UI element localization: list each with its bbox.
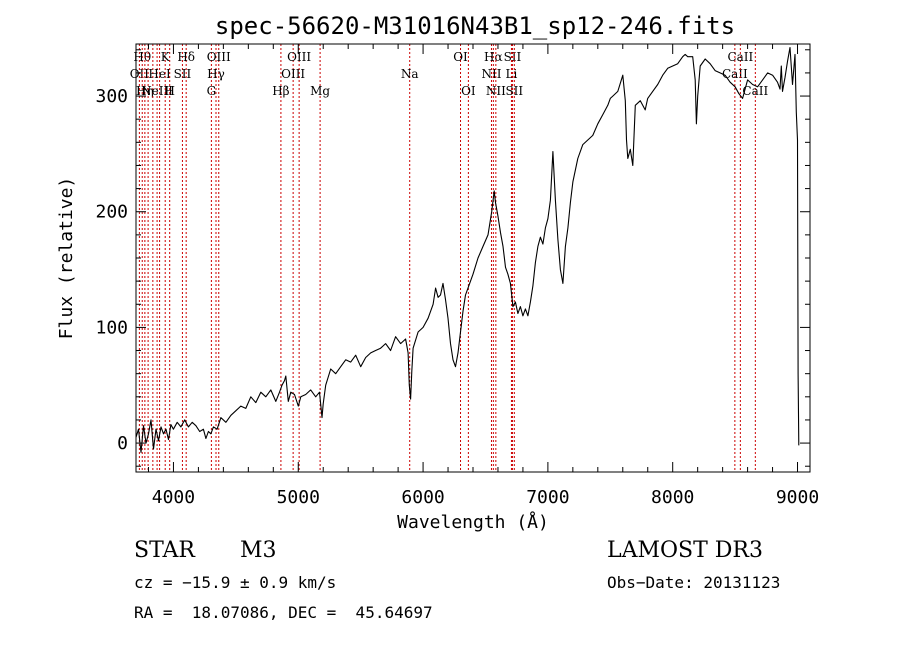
line-marker-label: SII	[174, 67, 192, 81]
spectrum-line	[135, 46, 800, 453]
y-axis-label: Flux (relative)	[56, 177, 77, 340]
x-tick-label: 9000	[776, 487, 819, 508]
x-tick-label: 8000	[651, 487, 694, 508]
line-marker-label: CaII	[742, 84, 768, 98]
y-tick-label: 300	[95, 86, 128, 107]
line-marker-label: OI	[461, 84, 476, 98]
line-marker-label: CaII	[727, 50, 753, 64]
line-marker-label: Hδ	[177, 50, 195, 64]
survey-label: LAMOST DR3	[607, 538, 763, 563]
y-tick-label: 200	[95, 202, 128, 223]
line-marker-label: NII	[481, 67, 501, 81]
x-tick-label: 7000	[526, 487, 569, 508]
line-marker-label: Hη	[136, 84, 154, 98]
object-class: STAR	[134, 538, 195, 563]
line-marker-label: OI	[453, 50, 468, 64]
line-marker-label: K	[161, 50, 171, 64]
line-marker-label: NeIII	[141, 84, 173, 98]
line-marker-label: G	[207, 84, 217, 98]
line-marker-label: Hα	[484, 50, 503, 64]
line-marker-label: OIII	[207, 50, 231, 64]
x-axis-label: Wavelength (Å)	[397, 511, 549, 533]
line-marker-label: OIII	[281, 67, 305, 81]
line-marker-label: Hγ	[207, 67, 225, 81]
object-subclass: M3	[240, 538, 277, 563]
x-tick-label: 5000	[277, 487, 320, 508]
line-marker-label: H	[164, 84, 174, 98]
line-marker-label: SII	[504, 50, 522, 64]
plot-frame	[135, 43, 811, 473]
observation-date: Obs−Date: 20131123	[607, 573, 781, 592]
y-tick-label: 0	[117, 433, 128, 454]
x-tick-label: 4000	[152, 487, 195, 508]
coordinates: RA = 18.07086, DEC = 45.64697	[134, 603, 433, 622]
line-marker-label: OIII	[287, 50, 311, 64]
line-marker-label: Na	[401, 67, 419, 81]
line-marker-label: Li	[506, 67, 518, 81]
chart-title: spec-56620-M31016N43B1_sp12-246.fits	[215, 12, 735, 40]
line-marker-label: HeI	[148, 67, 171, 81]
line-marker-label: SII	[505, 84, 523, 98]
line-marker-label: OII	[130, 67, 150, 81]
line-marker-label: CaII	[722, 67, 748, 81]
y-tick-label: 100	[95, 317, 128, 338]
line-marker-label: Hθ	[133, 50, 151, 64]
line-marker-label: NII	[486, 84, 506, 98]
x-tick-label: 6000	[401, 487, 444, 508]
line-marker-label: Mg	[310, 84, 330, 98]
redshift-cz: cz = −15.9 ± 0.9 km/s	[134, 573, 337, 592]
line-marker-label: Hβ	[272, 84, 289, 98]
